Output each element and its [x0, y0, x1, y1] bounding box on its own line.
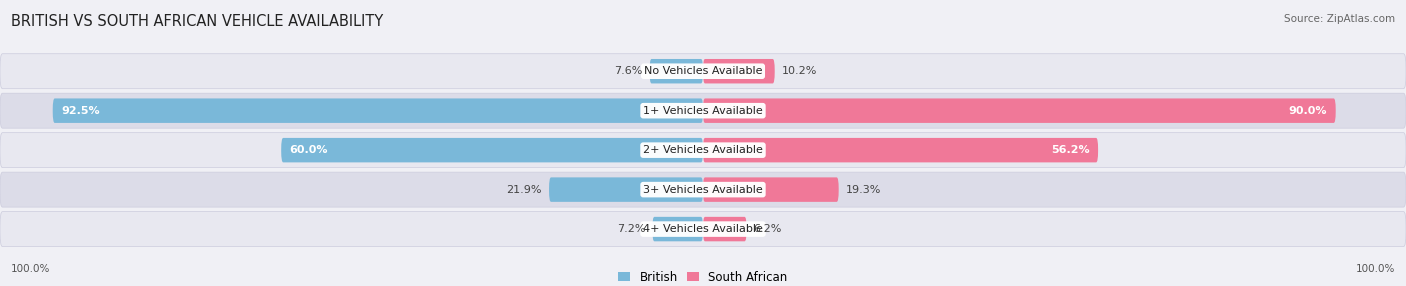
FancyBboxPatch shape [703, 59, 775, 84]
Text: Source: ZipAtlas.com: Source: ZipAtlas.com [1284, 14, 1395, 24]
Text: 6.2%: 6.2% [754, 224, 782, 234]
Text: 2+ Vehicles Available: 2+ Vehicles Available [643, 145, 763, 155]
Text: 1+ Vehicles Available: 1+ Vehicles Available [643, 106, 763, 116]
Text: 3+ Vehicles Available: 3+ Vehicles Available [643, 185, 763, 194]
Text: 21.9%: 21.9% [506, 185, 543, 194]
FancyBboxPatch shape [0, 54, 1406, 89]
Text: 100.0%: 100.0% [11, 264, 51, 274]
Text: 90.0%: 90.0% [1289, 106, 1327, 116]
FancyBboxPatch shape [548, 177, 703, 202]
FancyBboxPatch shape [0, 212, 1406, 247]
Text: 19.3%: 19.3% [846, 185, 882, 194]
FancyBboxPatch shape [703, 177, 838, 202]
Text: 4+ Vehicles Available: 4+ Vehicles Available [643, 224, 763, 234]
FancyBboxPatch shape [0, 172, 1406, 207]
Text: 60.0%: 60.0% [290, 145, 328, 155]
FancyBboxPatch shape [0, 93, 1406, 128]
FancyBboxPatch shape [53, 98, 703, 123]
Text: 7.6%: 7.6% [614, 66, 643, 76]
Text: 92.5%: 92.5% [60, 106, 100, 116]
FancyBboxPatch shape [703, 217, 747, 241]
FancyBboxPatch shape [0, 133, 1406, 168]
Legend: British, South African: British, South African [619, 271, 787, 283]
FancyBboxPatch shape [281, 138, 703, 162]
FancyBboxPatch shape [652, 217, 703, 241]
Text: No Vehicles Available: No Vehicles Available [644, 66, 762, 76]
FancyBboxPatch shape [703, 138, 1098, 162]
FancyBboxPatch shape [650, 59, 703, 84]
Text: BRITISH VS SOUTH AFRICAN VEHICLE AVAILABILITY: BRITISH VS SOUTH AFRICAN VEHICLE AVAILAB… [11, 14, 384, 29]
FancyBboxPatch shape [703, 98, 1336, 123]
Text: 7.2%: 7.2% [617, 224, 645, 234]
Text: 100.0%: 100.0% [1355, 264, 1395, 274]
Text: 10.2%: 10.2% [782, 66, 817, 76]
Text: 56.2%: 56.2% [1052, 145, 1090, 155]
